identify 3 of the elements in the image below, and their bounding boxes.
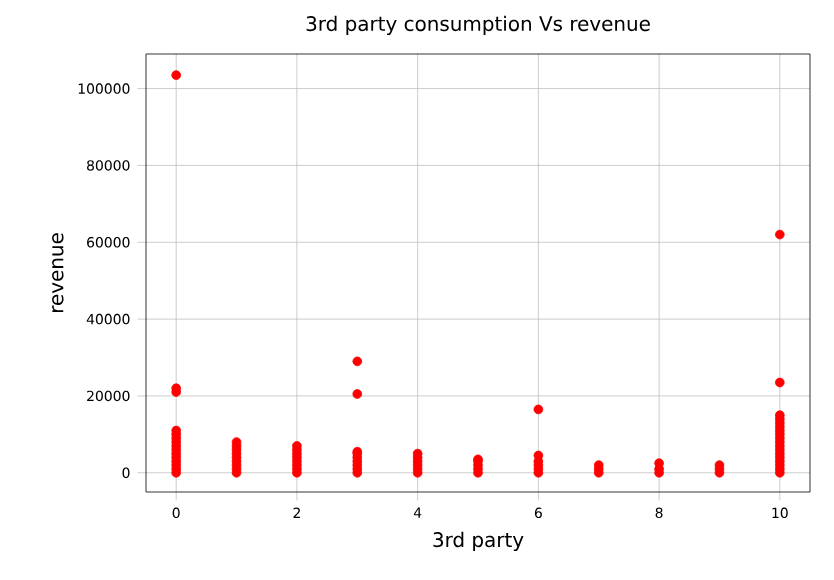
- x-axis-title: 3rd party: [433, 531, 524, 552]
- y-axis-title: revenue: [52, 233, 64, 312]
- chart-title: 3rd party consumption Vs revenue: [306, 15, 650, 36]
